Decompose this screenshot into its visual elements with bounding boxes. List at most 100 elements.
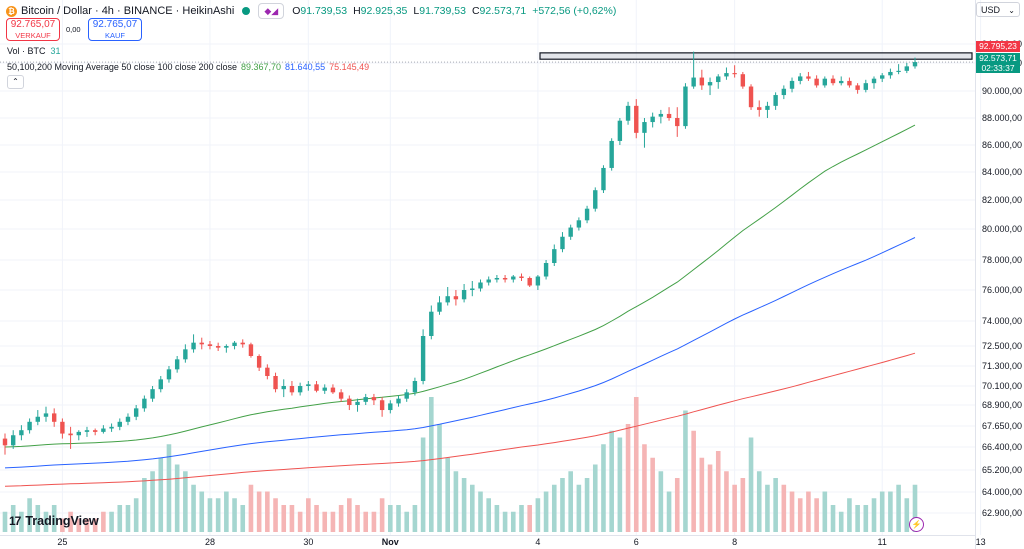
- candle: [224, 346, 229, 348]
- volume-bar: [855, 505, 860, 532]
- time-tick-label: 11: [878, 537, 887, 547]
- candle: [568, 227, 573, 237]
- candle: [248, 344, 254, 356]
- candle: [379, 400, 385, 411]
- volume-bar: [642, 444, 647, 532]
- volume-bar: [371, 511, 377, 532]
- volume-bar: [715, 451, 721, 532]
- candle: [289, 386, 295, 393]
- tradingview-logo[interactable]: 17 TradingView: [9, 514, 99, 528]
- candle: [174, 359, 180, 370]
- candle: [166, 369, 172, 380]
- volume-bar: [76, 518, 82, 532]
- candle: [109, 426, 114, 429]
- candle: [863, 83, 869, 90]
- volume-bar: [265, 491, 270, 532]
- lightning-icon[interactable]: ⚡: [909, 517, 924, 532]
- candle: [552, 249, 557, 263]
- volume-bar: [486, 498, 491, 532]
- volume-bar: [314, 505, 319, 532]
- volume-bar: [207, 498, 213, 532]
- price-tick-label: 80.000,00: [982, 224, 1022, 234]
- symbol-row[interactable]: ₿ Bitcoin / Dollar · 4h · BINANCE · Heik…: [6, 3, 622, 19]
- volume-bar: [781, 484, 787, 532]
- volume-bar: [756, 471, 762, 532]
- candle: [133, 408, 139, 417]
- volume-bar: [404, 511, 410, 532]
- candle: [445, 296, 450, 303]
- volume-bar: [683, 410, 688, 532]
- candle: [60, 421, 65, 434]
- price-axis[interactable]: 94.000,0092.500,0090.000,0088.000,0086.0…: [982, 39, 1022, 518]
- volume-bar: [904, 498, 910, 532]
- sell-price: 92.765,07: [10, 19, 56, 30]
- candle: [822, 78, 828, 86]
- collapse-legend-button[interactable]: ⌃: [7, 75, 24, 89]
- volume-bar: [109, 511, 114, 532]
- volume-bar: [478, 491, 483, 532]
- volume-bar: [43, 511, 49, 532]
- buy-button[interactable]: 92.765,07 KAUF: [88, 18, 142, 41]
- candle: [519, 276, 524, 278]
- volume-bar: [650, 457, 655, 532]
- candle: [576, 220, 582, 228]
- volume-bar: [355, 505, 360, 532]
- candle: [724, 73, 729, 77]
- candle: [798, 76, 803, 81]
- volume-bar: [388, 505, 393, 532]
- volume-bar: [60, 518, 65, 532]
- candle: [297, 386, 303, 393]
- candle: [732, 73, 737, 75]
- candle: [609, 140, 614, 168]
- time-axis[interactable]: 252830Nov4681113151820: [57, 537, 1024, 547]
- sell-button[interactable]: 92.765,07 VERKAUF: [6, 18, 60, 41]
- volume-bar: [912, 484, 918, 532]
- volume-bar: [199, 491, 205, 532]
- candle: [707, 82, 713, 86]
- candle: [543, 263, 549, 277]
- currency-selector[interactable]: USD ⌄: [976, 2, 1020, 17]
- volume-bar: [494, 505, 500, 532]
- candle: [388, 403, 393, 411]
- tradingview-mark-icon: 17: [9, 514, 21, 528]
- price-tick-label: 74.000,00: [982, 316, 1022, 326]
- candle: [437, 302, 442, 312]
- candle: [666, 113, 672, 118]
- volume-bar: [27, 498, 32, 532]
- candle: [675, 118, 680, 127]
- candle: [191, 342, 196, 350]
- candle: [420, 336, 426, 381]
- volume-bar: [527, 505, 532, 532]
- last-price-label: 92.573,71 02:33:37: [976, 53, 1020, 73]
- volume-bar: [888, 491, 893, 532]
- volume-bar: [92, 518, 98, 532]
- volume-bar: [256, 491, 262, 532]
- ohlc-readout: O91.739,53 H92.925,35 L91.739,53 C92.573,71…: [292, 5, 617, 17]
- volume-bar: [453, 471, 459, 532]
- candle: [527, 278, 532, 286]
- sell-label: VERKAUF: [15, 31, 51, 40]
- ma-legend[interactable]: 50,100,200 Moving Average 50 close 100 c…: [7, 62, 370, 72]
- candle: [207, 344, 213, 346]
- candle: [215, 346, 221, 348]
- volume-bar: [551, 484, 557, 532]
- volume-bar: [584, 478, 590, 532]
- symbol-title[interactable]: Bitcoin / Dollar · 4h · BINANCE · Heikin…: [21, 5, 235, 17]
- volume-bar: [609, 430, 614, 532]
- candle: [617, 120, 623, 141]
- candle: [781, 88, 787, 96]
- volume-bar: [183, 471, 188, 532]
- candle: [429, 311, 434, 336]
- candle: [363, 397, 368, 402]
- volume-legend[interactable]: Vol · BTC 31: [7, 46, 61, 56]
- volume-bar: [420, 437, 426, 532]
- volume-bar: [830, 505, 836, 532]
- price-tick-label: 70.100,00: [982, 381, 1022, 391]
- volume-bar: [330, 511, 336, 532]
- indicators-button[interactable]: ◆◢: [258, 3, 285, 19]
- resistance-box: [539, 52, 973, 60]
- volume-bar: [133, 498, 139, 532]
- volume-bar: [732, 484, 737, 532]
